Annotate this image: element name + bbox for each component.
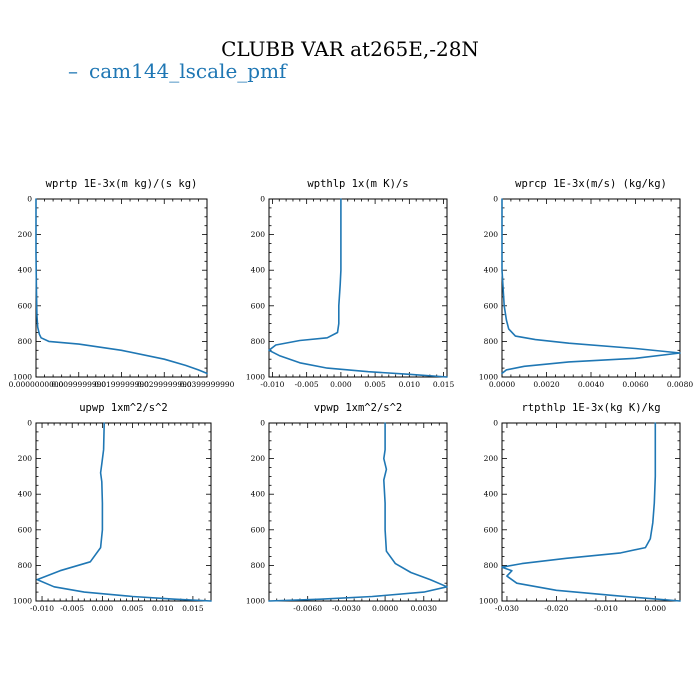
y-tick-label: 200 (484, 230, 499, 239)
series-line (36, 422, 212, 602)
x-tick-label: 0.015 (433, 380, 455, 389)
legend: – cam144_lscale_pmf (68, 59, 288, 83)
panel-5: vpwp 1xm^2/s^2 0 200 400 600 800 1000 -0.0060 -0… (246, 402, 448, 613)
x-tick-label: 0.0000000000 (9, 380, 64, 389)
x-tick-label: -0.005 (295, 380, 319, 389)
x-tick-label: -0.010 (260, 380, 284, 389)
y-tick-label: 0 (27, 195, 32, 204)
panel-title: wprtp 1E-3x(m kg)/(s kg) (46, 178, 198, 190)
y-tick-label: 600 (18, 301, 33, 310)
y-tick-label: 800 (251, 561, 266, 570)
series-line (268, 198, 448, 378)
x-tick-label: 0.0000 (372, 604, 398, 613)
y-tick-label: 800 (18, 561, 33, 570)
x-tick-label: -0.0060 (293, 604, 322, 613)
panel-title: rtpthlp 1E-3x(kg K)/kg (521, 402, 660, 414)
x-tick-label: 0.000 (92, 604, 114, 613)
x-tick-label: 0.015 (182, 604, 204, 613)
y-tick-label: 800 (484, 561, 499, 570)
y-tick-label: 0 (260, 195, 265, 204)
y-tick-label: 0 (27, 419, 32, 428)
axes-frame (268, 198, 448, 378)
x-tick-label: 0.0299999990 (137, 380, 192, 389)
panel-title: vpwp 1xm^2/s^2 (314, 402, 403, 414)
series-line (268, 422, 448, 602)
x-tick-label: -0.010 (594, 604, 618, 613)
legend-dash: – (68, 59, 78, 83)
x-tick-label: -0.005 (60, 604, 84, 613)
y-tick-label: 1000 (479, 373, 498, 382)
y-tick-label: 600 (484, 301, 499, 310)
x-tick-label: 0.0399999990 (180, 380, 235, 389)
y-tick-label: 200 (18, 454, 33, 463)
panel-3: wprcp 1E-3x(m/s) (kg/kg) 0 200 400 600 800 100… (479, 178, 693, 389)
x-tick-label: 0.0030 (411, 604, 437, 613)
y-tick-label: 400 (251, 266, 266, 275)
panel-2: wpthlp 1x(m K)/s 0 200 400 600 800 1000-0.010 -… (246, 178, 455, 389)
y-tick-label: 200 (251, 454, 266, 463)
legend-label: cam144_lscale_pmf (89, 59, 288, 83)
y-tick-label: 600 (18, 525, 33, 534)
x-tick-label: 0.000 (330, 380, 352, 389)
panel-1: wprtp 1E-3x(m kg)/(s kg) 0 200 400 600 800 100… (9, 178, 235, 389)
figure-title: CLUBB VAR at265E,-28N (221, 37, 479, 61)
x-tick-label: -0.030 (495, 604, 519, 613)
y-tick-label: 1000 (13, 373, 32, 382)
series-line (35, 198, 208, 375)
y-tick-label: 800 (251, 337, 266, 346)
x-tick-label: 0.0099999990 (51, 380, 106, 389)
y-tick-label: 1000 (246, 597, 265, 606)
axes-frame (35, 422, 212, 602)
y-tick-label: 400 (484, 266, 499, 275)
x-tick-label: 0.0199999990 (94, 380, 149, 389)
panels: wprtp 1E-3x(m kg)/(s kg) 0 200 400 600 800 100… (9, 178, 694, 613)
y-tick-label: 0 (493, 419, 498, 428)
x-tick-label: -0.0030 (332, 604, 361, 613)
x-tick-label: 0.0080 (667, 380, 693, 389)
y-tick-label: 600 (251, 301, 266, 310)
y-tick-label: 0 (260, 419, 265, 428)
series-line (501, 198, 681, 375)
x-tick-label: 0.000 (645, 604, 667, 613)
y-tick-label: 200 (251, 230, 266, 239)
panel-title: upwp 1xm^2/s^2 (79, 402, 168, 414)
y-tick-label: 400 (18, 490, 33, 499)
x-tick-label: 0.010 (399, 380, 421, 389)
x-tick-label: -0.010 (30, 604, 54, 613)
y-tick-label: 1000 (246, 373, 265, 382)
y-tick-label: 200 (484, 454, 499, 463)
y-tick-label: 1000 (13, 597, 32, 606)
panel-4: upwp 1xm^2/s^2 0 200 400 600 800 1000-0.010 -0.… (13, 402, 212, 613)
y-tick-label: 400 (251, 490, 266, 499)
y-tick-label: 600 (484, 525, 499, 534)
x-tick-label: 0.005 (122, 604, 144, 613)
x-tick-label: 0.010 (152, 604, 174, 613)
panel-title: wprcp 1E-3x(m/s) (kg/kg) (515, 178, 667, 190)
x-tick-label: -0.020 (544, 604, 568, 613)
y-tick-label: 200 (18, 230, 33, 239)
x-tick-label: 0.0020 (533, 380, 559, 389)
y-tick-label: 400 (484, 490, 499, 499)
y-tick-label: 1000 (479, 597, 498, 606)
y-tick-label: 800 (484, 337, 499, 346)
y-tick-label: 400 (18, 266, 33, 275)
axes-frame (268, 422, 448, 602)
y-tick-label: 0 (493, 195, 498, 204)
panel-title: wpthlp 1x(m K)/s (307, 178, 408, 190)
series-line (501, 422, 681, 602)
panel-6: rtpthlp 1E-3x(kg K)/kg02004006008001000-… (479, 402, 681, 613)
x-tick-label: 0.0000 (489, 380, 515, 389)
y-tick-label: 600 (251, 525, 266, 534)
x-tick-label: 0.005 (364, 380, 386, 389)
x-tick-label: 0.0060 (622, 380, 648, 389)
y-tick-label: 800 (18, 337, 33, 346)
x-tick-label: 0.0040 (578, 380, 604, 389)
